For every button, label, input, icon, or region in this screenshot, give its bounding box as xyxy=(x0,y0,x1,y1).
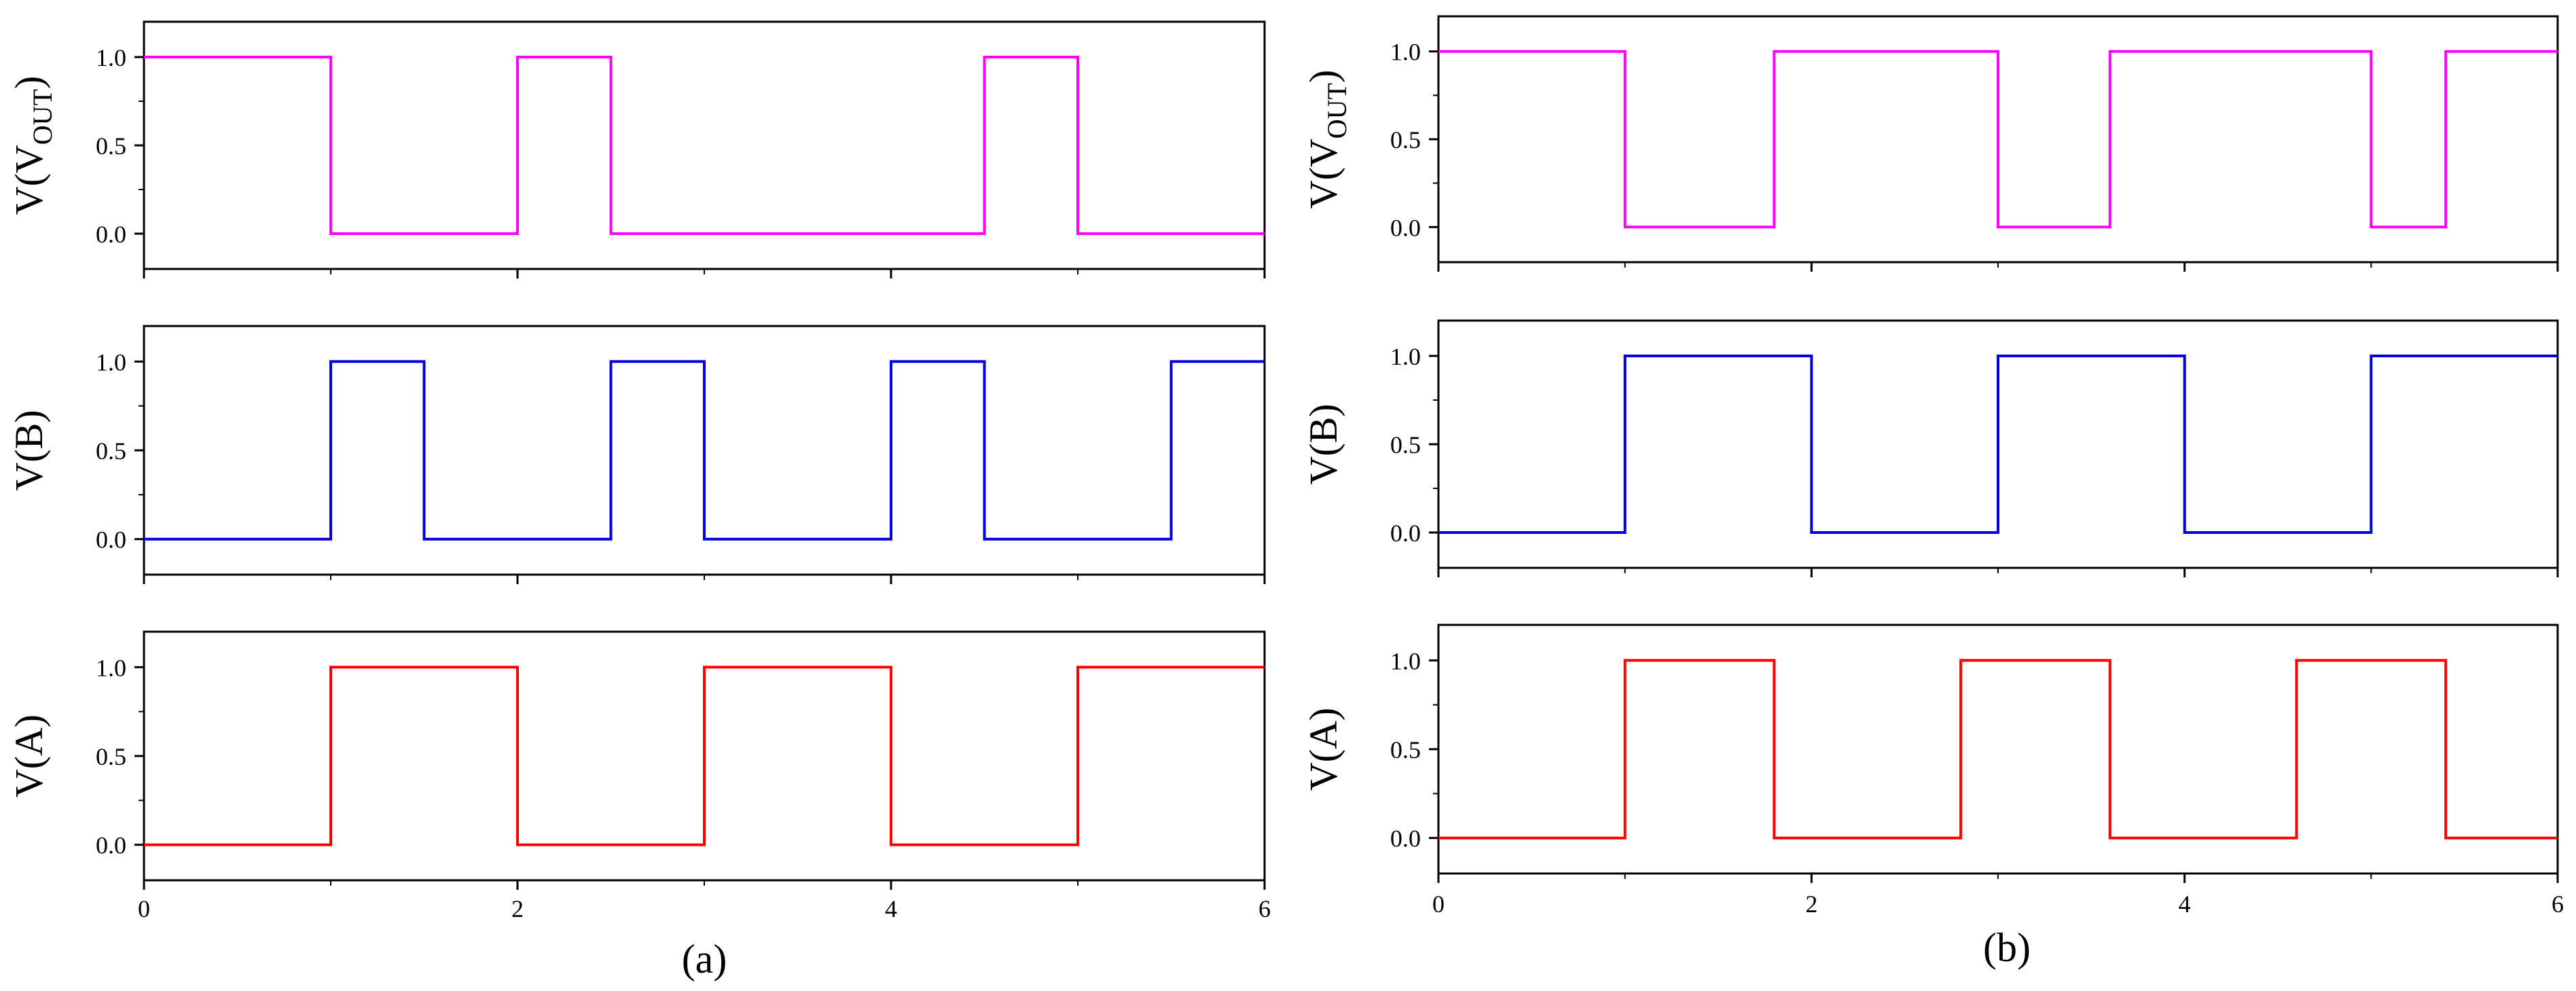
series-b-line xyxy=(1438,355,2558,534)
x-tick-label: 0 xyxy=(1432,890,1445,918)
y-tick-label: 1.0 xyxy=(1390,343,1421,370)
y-axis-label: V(VOUT) xyxy=(7,76,58,215)
x-tick-label: 6 xyxy=(1258,895,1271,922)
y-tick-label: 1.0 xyxy=(1390,39,1421,66)
figure-caption: (a) xyxy=(682,937,727,981)
y-axis-label: V(A) xyxy=(7,715,51,797)
panel-b: 0.0 0.5 1.0 V(B) xyxy=(1301,319,2559,577)
panel-vout: 0.0 0.5 1.0 V(VOUT) xyxy=(1301,15,2559,272)
y-axis-label-main: V(A) xyxy=(1301,708,1345,791)
chart-a: 0.0 0.5 1.0 V(VOUT) 0.0 0.5 1.0 V(B) 0.0 0.5 1.0 V(… xyxy=(7,20,1271,981)
panel-a: 0.0 0.5 1.0 V(A) xyxy=(1301,624,2559,883)
x-tick-label: 4 xyxy=(885,895,897,922)
y-tick-label: 0.5 xyxy=(1390,736,1421,763)
x-tick-label: 2 xyxy=(511,895,524,922)
series-b-line xyxy=(144,360,1265,541)
y-axis-label-close: ) xyxy=(7,76,51,89)
y-axis-label: V(B) xyxy=(7,410,51,490)
series-a-line xyxy=(1438,659,2558,840)
y-tick-label: 1.0 xyxy=(1390,647,1421,674)
y-axis-label-subscript: OUT xyxy=(1322,83,1352,139)
y-tick-label: 0.0 xyxy=(1390,520,1421,547)
y-axis-label: V(VOUT) xyxy=(1301,70,1352,209)
panel-vout: 0.0 0.5 1.0 V(VOUT) xyxy=(7,20,1266,278)
y-tick-label: 1.0 xyxy=(96,654,126,681)
panel-b: 0.0 0.5 1.0 V(B) xyxy=(7,325,1266,584)
y-tick-label: 0.5 xyxy=(96,743,126,770)
y-tick-label: 0.5 xyxy=(1390,126,1421,154)
y-axis-label: V(B) xyxy=(1301,403,1345,484)
y-axis-label: V(A) xyxy=(1301,708,1345,791)
x-tick-label: 2 xyxy=(1805,890,1817,918)
y-tick-label: 0.0 xyxy=(96,526,126,554)
x-tick-label: 0 xyxy=(138,895,150,922)
y-tick-label: 0.5 xyxy=(1390,431,1421,458)
y-tick-label: 1.0 xyxy=(96,348,126,376)
x-tick-label: 6 xyxy=(2552,890,2564,918)
y-axis-label-main: V(B) xyxy=(1301,403,1345,484)
plot-frame xyxy=(1437,624,2559,875)
y-tick-label: 0.0 xyxy=(1390,214,1421,241)
y-axis-label-main: V(B) xyxy=(7,410,51,490)
chart-b: 0.0 0.5 1.0 V(VOUT) 0.0 0.5 1.0 V(B) 0.0 0.5 1.0 V(… xyxy=(1301,15,2564,970)
y-axis-label-main: V(A) xyxy=(7,715,51,797)
y-tick-label: 1.0 xyxy=(96,44,126,71)
y-axis-label-close: ) xyxy=(1301,70,1345,83)
y-axis-label-main: V(V xyxy=(7,145,51,215)
y-tick-label: 0.5 xyxy=(96,437,126,465)
series-vout-line xyxy=(1438,50,2558,229)
y-tick-label: 0.5 xyxy=(96,132,126,160)
series-vout-line xyxy=(144,56,1265,235)
x-tick-label: 4 xyxy=(2179,890,2191,918)
plot-frame xyxy=(143,20,1266,270)
y-axis-label-subscript: OUT xyxy=(27,89,58,145)
y-axis-label-main: V(V xyxy=(1301,139,1345,209)
y-tick-label: 0.0 xyxy=(96,221,126,248)
series-a-line xyxy=(144,666,1265,846)
figure-caption: (b) xyxy=(1983,925,2031,970)
y-tick-label: 0.0 xyxy=(96,832,126,859)
panel-a: 0.0 0.5 1.0 V(A) xyxy=(7,630,1266,890)
y-tick-label: 0.0 xyxy=(1390,825,1421,852)
